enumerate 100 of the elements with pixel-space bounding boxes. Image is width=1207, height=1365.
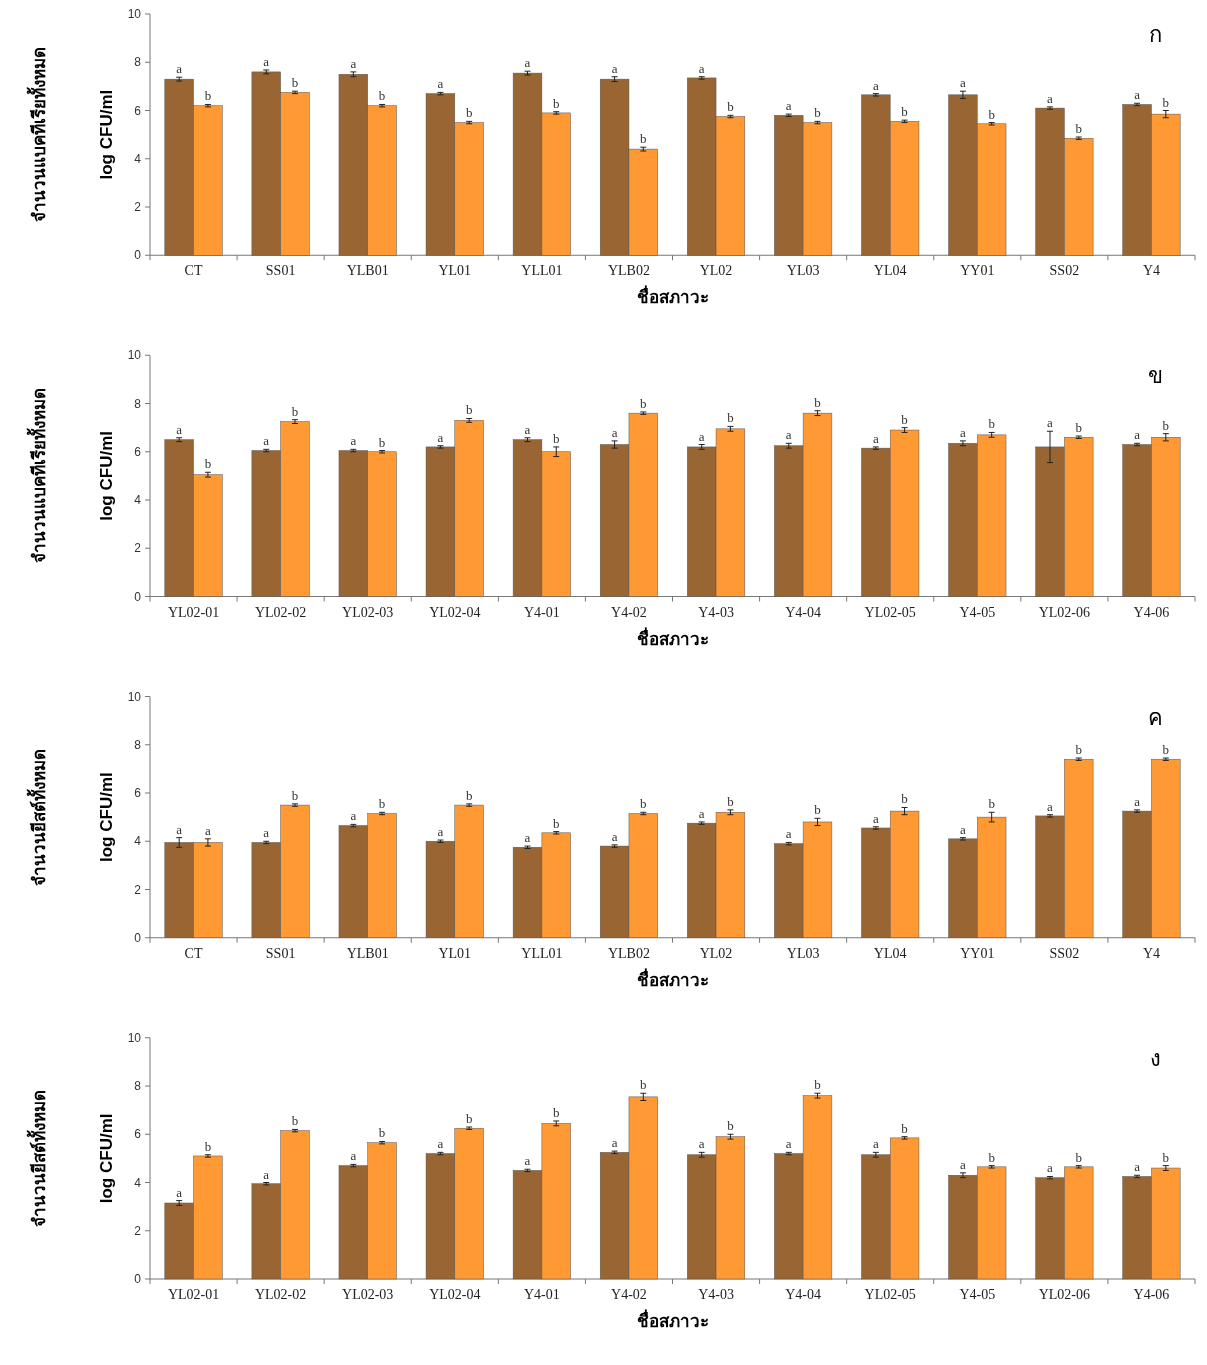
data-label: a — [785, 427, 792, 443]
data-label: a — [437, 76, 444, 92]
data-label: a — [350, 55, 357, 71]
data-label: b — [988, 416, 995, 432]
data-label: a — [1047, 1160, 1054, 1176]
data-label: b — [814, 105, 821, 121]
data-label: b — [1162, 417, 1170, 433]
x-tick-label: YL04 — [873, 945, 907, 961]
x-tick-label: YL03 — [786, 945, 820, 961]
data-label: b — [291, 1113, 299, 1129]
y-tick-label: 0 — [134, 930, 142, 945]
data-label: a — [524, 421, 531, 437]
data-label: a — [524, 830, 531, 846]
data-label: b — [204, 456, 212, 472]
data-label: a — [611, 1135, 618, 1151]
data-label: a — [785, 1136, 792, 1152]
data-label: a — [437, 1136, 444, 1152]
data-label: a — [176, 61, 183, 77]
data-label: a — [960, 1156, 967, 1172]
y-tick-label: 4 — [134, 1175, 142, 1190]
data-label: b — [727, 1118, 734, 1134]
x-tick-label: YLB01 — [346, 945, 389, 961]
data-label: b — [814, 394, 821, 410]
x-axis-title: ชื่อสภาวะ — [636, 285, 709, 308]
data-label: a — [350, 808, 357, 824]
x-tick-label: Y4-02 — [611, 1287, 647, 1302]
data-label: a — [872, 77, 879, 93]
data-label: a — [698, 60, 705, 76]
x-axis-title: ชื่อสภาวะ — [636, 1309, 709, 1331]
data-label: b — [640, 796, 647, 812]
data-label: b — [814, 802, 821, 818]
x-axis-title: ชื่อสภาวะ — [636, 967, 709, 990]
data-label: b — [291, 75, 299, 91]
y-tick-label: 0 — [134, 1272, 142, 1286]
chart-title: ข — [1147, 363, 1163, 389]
data-label: b — [204, 1138, 212, 1154]
x-tick-label: CT — [184, 945, 203, 961]
x-tick-label: SS01 — [265, 263, 296, 279]
data-label: a — [960, 424, 967, 440]
data-label: a — [1047, 415, 1054, 431]
x-tick-label: Y4-05 — [959, 604, 996, 620]
data-label: a — [524, 1153, 531, 1169]
data-label: b — [1075, 742, 1082, 758]
y-tick-label: 4 — [134, 493, 142, 507]
x-axis-title: ชื่อสภาวะ — [636, 626, 709, 649]
y-tick-label: 10 — [127, 348, 142, 363]
y-axis-title: log CFU/ml — [97, 89, 116, 180]
data-label: a — [1134, 793, 1141, 809]
data-label: a — [263, 1166, 270, 1182]
data-label: b — [1162, 94, 1170, 110]
x-tick-label: SS02 — [1049, 263, 1080, 279]
data-label: a — [611, 424, 618, 440]
x-tick-label: Y4-02 — [611, 604, 647, 620]
x-tick-label: Y4-03 — [698, 604, 734, 620]
data-label: b — [640, 131, 647, 147]
x-tick-label: YL02-05 — [864, 1287, 916, 1302]
data-label: a — [263, 53, 270, 69]
y-tick-label: 8 — [134, 737, 142, 752]
data-label: b — [1162, 742, 1170, 758]
x-tick-label: YL02-02 — [254, 1287, 307, 1302]
data-label: b — [814, 1077, 821, 1093]
data-label: b — [465, 105, 473, 121]
data-label: a — [524, 55, 531, 71]
chart-title: ก — [1148, 22, 1162, 47]
text: จำนวนแบคทีเรียทั้งหมด — [26, 47, 49, 223]
x-tick-label: Y4-04 — [785, 1287, 822, 1302]
x-tick-label: YL04 — [873, 263, 907, 279]
x-tick-label: Y4-06 — [1133, 1287, 1170, 1302]
data-label: b — [378, 796, 386, 812]
data-label: a — [176, 821, 183, 837]
x-tick-label: YL02-05 — [864, 604, 916, 620]
text: จำนวนยีสต์ทั้งหมด — [26, 1089, 49, 1227]
data-label: b — [1162, 1149, 1170, 1165]
data-label: a — [437, 429, 444, 445]
data-label: b — [640, 395, 647, 411]
x-tick-label: YLB02 — [607, 945, 650, 961]
data-label: b — [378, 1125, 386, 1141]
data-label: a — [1134, 427, 1141, 443]
data-label: a — [437, 824, 444, 840]
data-label: b — [901, 411, 908, 427]
y-tick-label: 0 — [134, 248, 142, 263]
x-tick-label: YL02-04 — [429, 604, 481, 620]
chart-title: ค — [1147, 704, 1163, 730]
data-label: a — [1134, 1159, 1141, 1175]
y-tick-label: 8 — [134, 1079, 142, 1093]
x-tick-label: YL01 — [438, 945, 472, 961]
data-label: b — [552, 815, 560, 831]
y-tick-label: 6 — [134, 103, 142, 118]
data-label: b — [1075, 1149, 1082, 1165]
data-label: b — [552, 1104, 560, 1120]
data-label: a — [176, 421, 183, 437]
x-tick-label: YL02-06 — [1038, 604, 1091, 620]
x-tick-label: Y4-04 — [785, 604, 822, 620]
data-label: a — [698, 1136, 705, 1152]
y-tick-label: 10 — [127, 7, 142, 21]
x-tick-label: SS02 — [1049, 945, 1080, 961]
x-tick-label: YL02-03 — [342, 604, 394, 620]
chart-title: ง — [1149, 1045, 1161, 1071]
x-tick-label: YL02-04 — [429, 1287, 481, 1302]
x-tick-label: Y4-05 — [959, 1287, 996, 1302]
